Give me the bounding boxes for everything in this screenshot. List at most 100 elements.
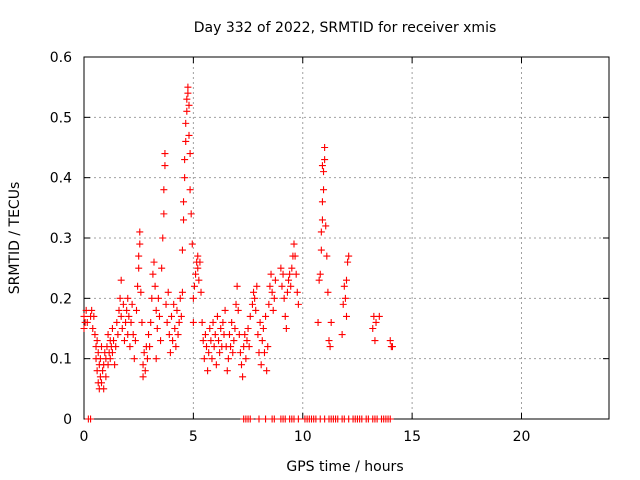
data-point	[232, 300, 240, 308]
data-point	[152, 355, 160, 363]
data-point	[140, 349, 148, 357]
data-point	[118, 325, 126, 332]
data-point	[93, 337, 101, 345]
data-point	[106, 355, 114, 363]
data-point	[251, 294, 259, 302]
data-point	[189, 318, 197, 326]
data-point	[231, 325, 239, 332]
data-point	[209, 318, 217, 326]
data-point	[283, 288, 291, 296]
data-point	[262, 415, 270, 423]
data-point	[197, 288, 205, 296]
data-point	[119, 300, 127, 308]
data-point	[125, 312, 133, 320]
data-point	[104, 331, 112, 339]
data-point	[204, 367, 212, 375]
data-point	[259, 325, 267, 332]
data-point	[339, 300, 347, 308]
data-point	[216, 349, 224, 357]
data-point	[159, 234, 167, 242]
data-point	[269, 306, 277, 314]
data-point	[174, 331, 182, 339]
data-point	[150, 258, 158, 266]
data-point	[288, 264, 296, 272]
data-point	[277, 264, 285, 272]
data-point	[162, 300, 170, 308]
x-tick-label: 5	[189, 429, 198, 445]
data-point	[246, 312, 254, 320]
data-point	[229, 349, 237, 357]
data-point	[163, 318, 171, 326]
data-point	[317, 246, 325, 254]
y-tick-label: 0.5	[50, 110, 72, 126]
x-tick-label: 10	[294, 429, 312, 445]
data-point	[135, 264, 143, 272]
data-point	[280, 294, 288, 302]
data-points	[80, 83, 396, 423]
data-point	[320, 186, 328, 194]
data-point	[371, 337, 379, 345]
data-point	[161, 150, 169, 158]
data-point	[146, 343, 154, 351]
data-point	[286, 270, 294, 278]
data-point	[170, 300, 178, 308]
data-point	[192, 270, 200, 278]
data-point	[117, 312, 125, 320]
data-point	[236, 349, 244, 357]
data-point	[315, 276, 323, 284]
data-point	[215, 337, 223, 345]
data-point	[212, 361, 220, 369]
data-point	[260, 349, 268, 357]
data-point	[253, 282, 261, 290]
data-point	[267, 270, 275, 278]
data-point	[147, 318, 155, 326]
data-point	[234, 306, 242, 314]
data-point	[157, 337, 165, 345]
data-point	[255, 415, 263, 423]
data-point	[89, 325, 97, 332]
data-point	[343, 312, 350, 320]
data-point	[264, 343, 272, 351]
data-point	[113, 318, 121, 326]
data-point	[165, 331, 173, 339]
data-point	[375, 312, 383, 320]
data-point	[372, 318, 380, 326]
data-point	[104, 361, 112, 369]
x-tick-label: 15	[403, 429, 421, 445]
data-point	[326, 343, 334, 351]
data-point	[318, 216, 326, 224]
data-point	[219, 318, 227, 326]
chart-title: Day 332 of 2022, SRMTID for receiver xmi…	[194, 20, 497, 36]
data-point	[345, 252, 353, 260]
data-point	[388, 343, 396, 351]
data-point	[180, 216, 188, 224]
data-point	[141, 367, 149, 375]
data-point	[128, 300, 136, 308]
data-point	[102, 373, 110, 381]
y-tick-label: 0.3	[50, 231, 72, 247]
data-point	[172, 343, 180, 351]
data-point	[210, 343, 218, 351]
data-point	[145, 331, 153, 339]
data-point	[110, 337, 118, 345]
data-point	[117, 276, 125, 284]
data-point	[291, 252, 299, 260]
data-point	[225, 331, 233, 339]
data-point	[181, 156, 189, 164]
data-point	[139, 361, 147, 369]
data-point	[190, 282, 198, 290]
data-point	[149, 270, 157, 278]
data-point	[205, 349, 213, 357]
data-point	[143, 355, 151, 363]
data-point	[294, 415, 302, 423]
data-point	[244, 325, 252, 332]
data-point	[187, 210, 195, 218]
data-point	[293, 288, 301, 296]
data-point	[90, 312, 98, 320]
data-point	[88, 306, 96, 314]
data-point	[250, 288, 258, 296]
data-point	[341, 294, 349, 302]
data-point	[270, 294, 278, 302]
data-point	[155, 312, 163, 320]
